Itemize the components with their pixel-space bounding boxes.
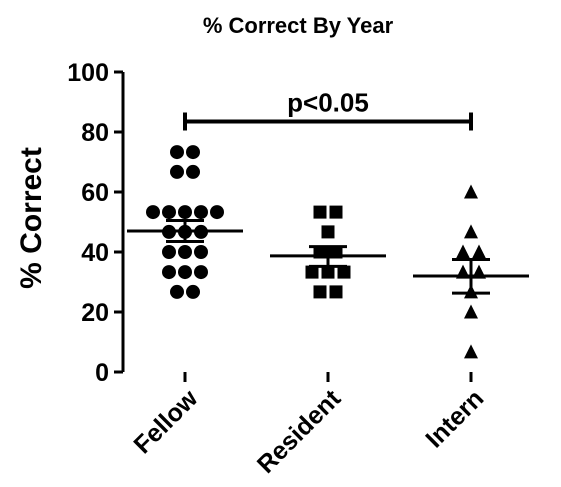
x-tick-label-intern: Intern <box>420 384 489 453</box>
data-point <box>194 265 208 280</box>
x-axis: Fellow Resident Intern <box>128 372 489 479</box>
x-tick-label-resident: Resident <box>252 384 347 479</box>
y-tick-label: 100 <box>67 59 109 87</box>
data-point <box>313 205 327 219</box>
significance-annotation: p<0.05 <box>183 88 473 131</box>
data-point <box>186 284 200 299</box>
data-point <box>321 265 335 279</box>
data-point <box>329 285 343 299</box>
data-point <box>464 304 478 319</box>
data-point <box>464 184 478 199</box>
data-point <box>162 245 176 259</box>
data-point <box>329 205 343 219</box>
x-tick-label-fellow: Fellow <box>128 384 203 459</box>
data-point <box>321 225 335 239</box>
data-point <box>162 265 176 280</box>
y-axis-label: % Correct <box>15 147 48 289</box>
data-point <box>146 205 160 220</box>
data-point <box>178 245 192 259</box>
data-point <box>170 164 184 179</box>
data-point <box>464 344 478 359</box>
data-point <box>464 224 478 239</box>
data-point <box>305 265 319 279</box>
y-tick-label: 0 <box>95 359 109 387</box>
data-point <box>162 205 176 220</box>
data-point <box>170 284 184 299</box>
data-point <box>210 205 224 220</box>
data-point <box>194 245 208 259</box>
data-point <box>178 265 192 280</box>
y-tick-label: 20 <box>81 299 109 327</box>
significance-label: p<0.05 <box>287 88 369 118</box>
data-point <box>186 145 200 160</box>
data-point <box>313 285 327 299</box>
y-tick-label: 60 <box>81 179 109 207</box>
chart-title: % Correct By Year <box>203 13 394 38</box>
y-tick-label: 40 <box>81 239 109 267</box>
data-point <box>186 164 200 179</box>
data-point <box>170 145 184 160</box>
data-point <box>337 265 351 279</box>
mean-sem-bars <box>127 219 529 295</box>
data-point <box>178 205 192 220</box>
data-point <box>194 205 208 220</box>
y-tick-label: 80 <box>81 119 109 147</box>
data-point <box>472 244 486 259</box>
y-axis-ticks: 0 20 40 60 80 100 <box>67 59 123 387</box>
data-points <box>146 145 486 359</box>
data-point <box>456 244 470 259</box>
